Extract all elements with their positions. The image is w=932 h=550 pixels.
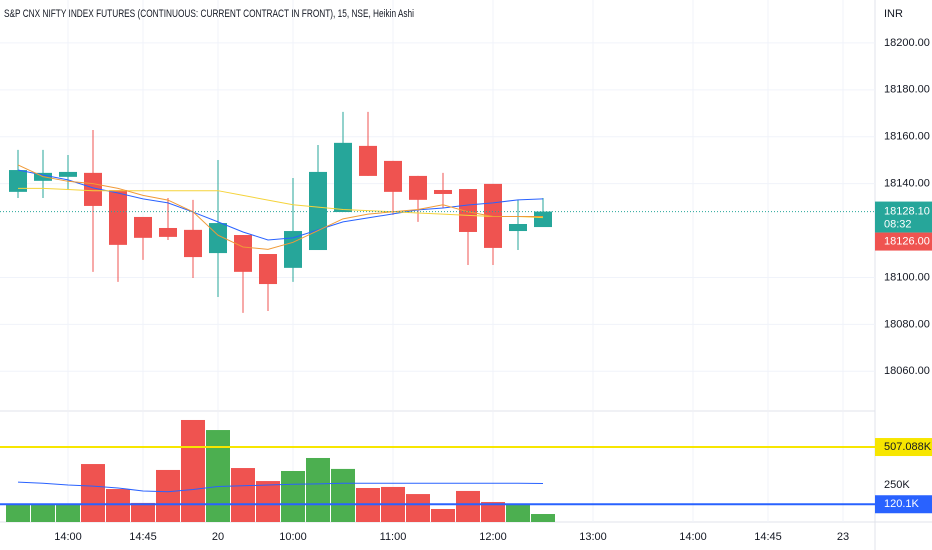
volume-bar (31, 504, 55, 522)
volume-bar (306, 457, 330, 522)
candle-body (184, 229, 202, 258)
x-tick-label: 23 (837, 531, 849, 543)
candle-body (509, 223, 527, 232)
x-tick-label: 13:00 (579, 531, 607, 543)
volume-bar (531, 514, 555, 522)
x-tick-label: 12:00 (479, 531, 507, 543)
y-tick-label: 18180.00 (884, 84, 930, 96)
candle-body (9, 170, 27, 192)
level-label: 507.088K (884, 441, 932, 453)
volume-bar (131, 502, 155, 522)
x-tick-label: 20 (212, 531, 224, 543)
indicator-line (18, 187, 544, 219)
price-tag-box (875, 232, 932, 251)
candle-body (84, 172, 102, 206)
chart-title: S&P CNX NIFTY INDEX FUTURES (CONTINUOUS:… (4, 8, 414, 20)
level-box (875, 438, 932, 457)
countdown-label: 08:32 (884, 218, 912, 230)
y-tick-label: 18080.00 (884, 318, 930, 330)
volume-bar (431, 508, 455, 522)
candle-body (309, 171, 327, 251)
candle-body (459, 189, 477, 232)
y-tick-label: 18100.00 (884, 271, 930, 283)
currency-label: INR (884, 8, 903, 20)
candle-body (334, 142, 352, 213)
candle-body (384, 160, 402, 192)
indicator-line (17, 481, 544, 493)
last-price-label: 18128.10 (884, 205, 930, 217)
x-tick-label: 14:00 (679, 531, 707, 543)
candle-body (484, 183, 502, 248)
volume-bar (456, 490, 480, 522)
volume-bar (281, 470, 305, 522)
volume-bar (106, 489, 130, 522)
candle-body (284, 231, 302, 268)
price-tag-label: 18126.00 (884, 235, 930, 247)
indicator-line (17, 164, 543, 250)
y-tick-label: 18200.00 (884, 37, 930, 49)
y-tick-label: 18160.00 (884, 131, 930, 143)
last-price-box (875, 201, 932, 233)
volume-bar (406, 494, 430, 522)
volume-bar (506, 504, 530, 522)
volume-bar (156, 469, 180, 522)
x-tick-label: 14:45 (129, 531, 157, 543)
x-tick-label: 14:00 (54, 531, 82, 543)
candle-body (109, 189, 127, 245)
x-tick-label: 10:00 (279, 531, 307, 543)
volume-bar (56, 504, 80, 522)
candle-body (159, 227, 177, 237)
y-tick-label: 18140.00 (884, 178, 930, 190)
candle-body (434, 189, 452, 194)
level-label: 120.1K (884, 498, 920, 510)
candle-body (409, 175, 427, 200)
volume-bar (331, 468, 355, 522)
volume-bar (206, 430, 230, 522)
volume-bar (481, 502, 505, 522)
candle-body (359, 145, 377, 176)
candle-body (259, 254, 277, 285)
candle-body (234, 235, 252, 272)
candle-body (534, 211, 552, 228)
candle-body (59, 171, 77, 177)
volume-bar (81, 464, 105, 522)
volume-bar (256, 481, 280, 522)
level-box (875, 495, 932, 514)
volume-bar (181, 419, 205, 522)
x-tick-label: 14:45 (754, 531, 782, 543)
volume-bar (6, 504, 30, 522)
x-tick-label: 11:00 (380, 531, 407, 543)
y-tick-label: 250K (884, 479, 910, 491)
y-tick-label: 18060.00 (884, 365, 930, 377)
volume-bar (231, 468, 255, 522)
candle-body (134, 216, 152, 238)
